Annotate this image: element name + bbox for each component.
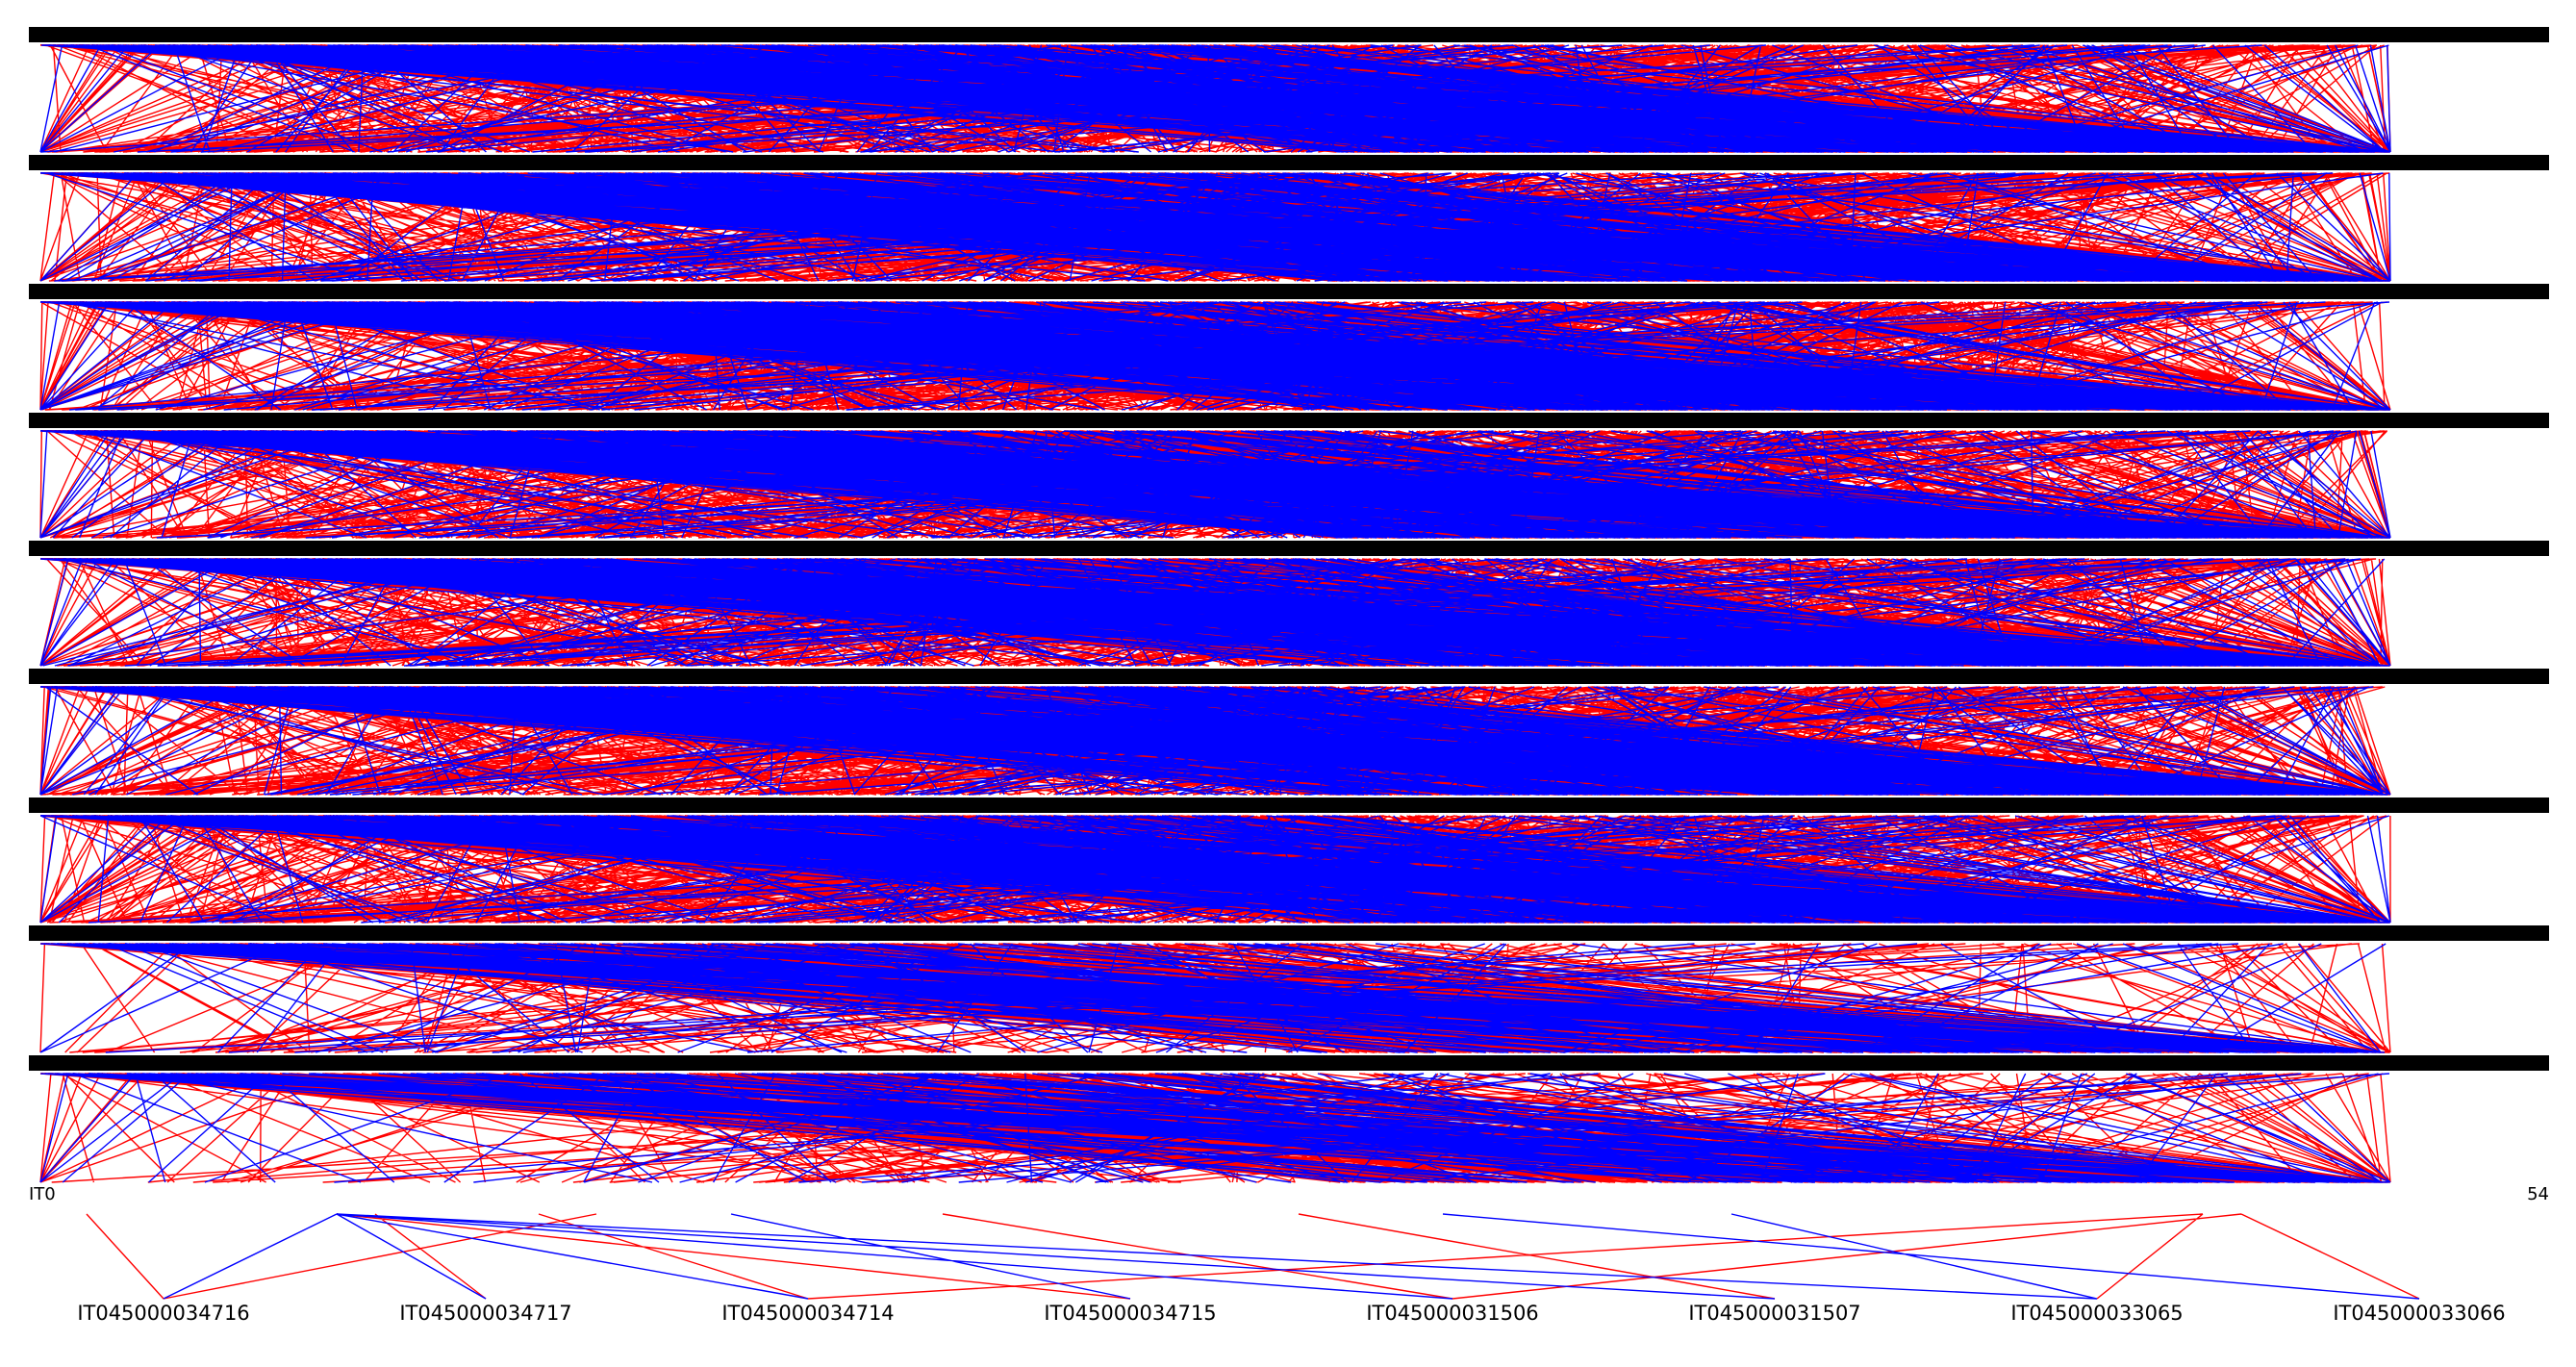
tier-left-label: IT0 xyxy=(29,1184,56,1204)
leaf-node-label: IT045000034717 xyxy=(399,1302,571,1325)
tier-bar-3 xyxy=(29,284,2549,299)
leaf-label-layer: IT045000034716 IT045000034717 IT0450000347… xyxy=(77,1302,2505,1325)
tier-bar-7 xyxy=(29,797,2549,813)
tier-label-layer: IT0 28 IT0 54 xyxy=(29,1054,2549,1204)
tier-bar-6 xyxy=(29,669,2549,684)
tier-bar-8 xyxy=(29,925,2549,941)
leaf-node-label: IT045000034714 xyxy=(721,1302,894,1325)
tier-right-label: 28 xyxy=(2527,1054,2549,1075)
tier-bar-1 xyxy=(29,27,2549,42)
tier-bar-4 xyxy=(29,413,2549,428)
leaf-node-label: IT045000033065 xyxy=(2010,1302,2183,1325)
leaf-node-label: IT045000034715 xyxy=(1044,1302,1216,1325)
leaf-node-label: IT045000034716 xyxy=(77,1302,249,1325)
tier-left-label: IT0 xyxy=(29,1054,56,1075)
tier-bar-5 xyxy=(29,541,2549,556)
leaf-node-label: IT045000031506 xyxy=(1366,1302,1538,1325)
blue-link-layer xyxy=(39,44,2420,1300)
tier-right-label: 54 xyxy=(2527,1184,2549,1204)
tier-bar-layer xyxy=(29,27,2549,1071)
tier-bar-9 xyxy=(29,1055,2549,1071)
leaf-node-label: IT045000031507 xyxy=(1688,1302,1860,1325)
leaf-node-label: IT045000033066 xyxy=(2333,1302,2505,1325)
tier-bar-2 xyxy=(29,155,2549,170)
blue-link-lines xyxy=(39,44,2420,1300)
